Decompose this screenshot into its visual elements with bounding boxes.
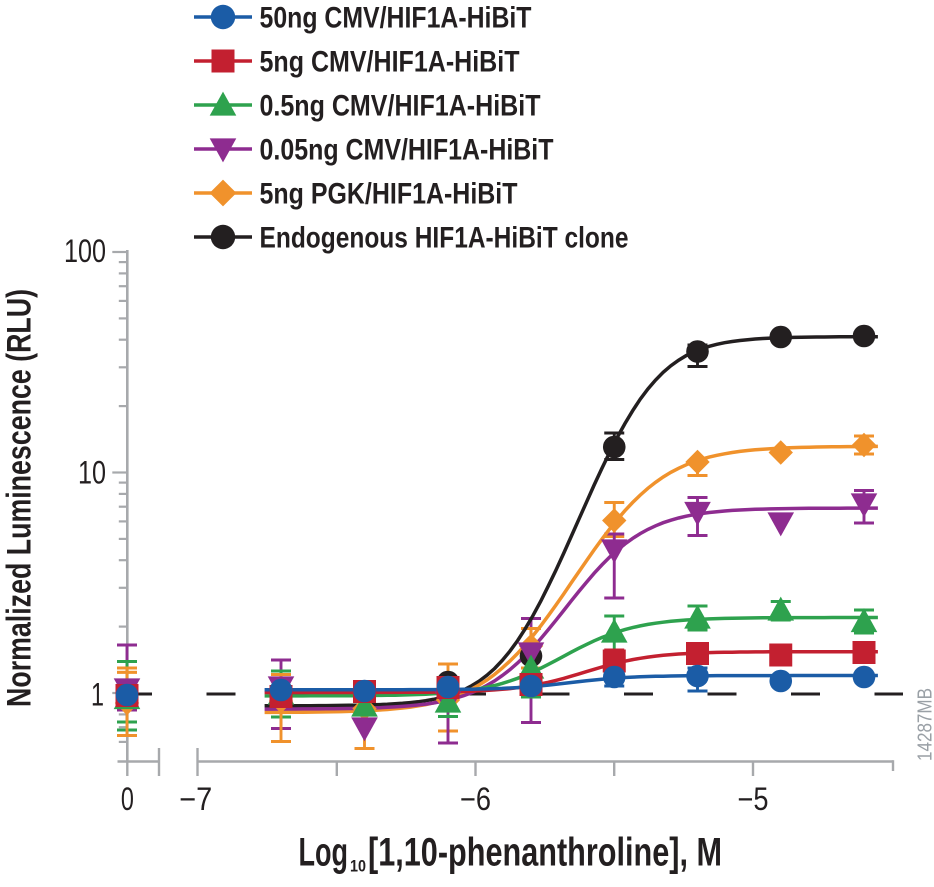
- svg-text:Normalized Luminescence (RLU): Normalized Luminescence (RLU): [0, 289, 38, 707]
- svg-text:0.5ng CMV/HIF1A-HiBiT: 0.5ng CMV/HIF1A-HiBiT: [260, 89, 541, 122]
- svg-text:−5: −5: [738, 781, 769, 817]
- svg-text:Log: Log: [299, 831, 349, 875]
- svg-text:Endogenous HIF1A-HiBiT clone: Endogenous HIF1A-HiBiT clone: [260, 221, 629, 254]
- svg-text:−6: −6: [460, 781, 491, 817]
- svg-text:10: 10: [350, 857, 366, 876]
- svg-text:5ng PGK/HIF1A-HiBiT: 5ng PGK/HIF1A-HiBiT: [260, 177, 518, 210]
- svg-text:0: 0: [121, 781, 134, 817]
- svg-text:[1,10-phenanthroline], M: [1,10-phenanthroline], M: [368, 831, 722, 875]
- svg-text:−7: −7: [179, 781, 212, 817]
- svg-text:10: 10: [78, 455, 106, 491]
- svg-text:50ng CMV/HIF1A-HiBiT: 50ng CMV/HIF1A-HiBiT: [260, 1, 532, 34]
- svg-text:14287MB: 14287MB: [915, 688, 934, 761]
- svg-text:0.05ng CMV/HIF1A-HiBiT: 0.05ng CMV/HIF1A-HiBiT: [260, 133, 554, 166]
- svg-text:100: 100: [64, 233, 106, 269]
- svg-text:5ng CMV/HIF1A-HiBiT: 5ng CMV/HIF1A-HiBiT: [260, 45, 520, 78]
- svg-text:1: 1: [91, 677, 104, 713]
